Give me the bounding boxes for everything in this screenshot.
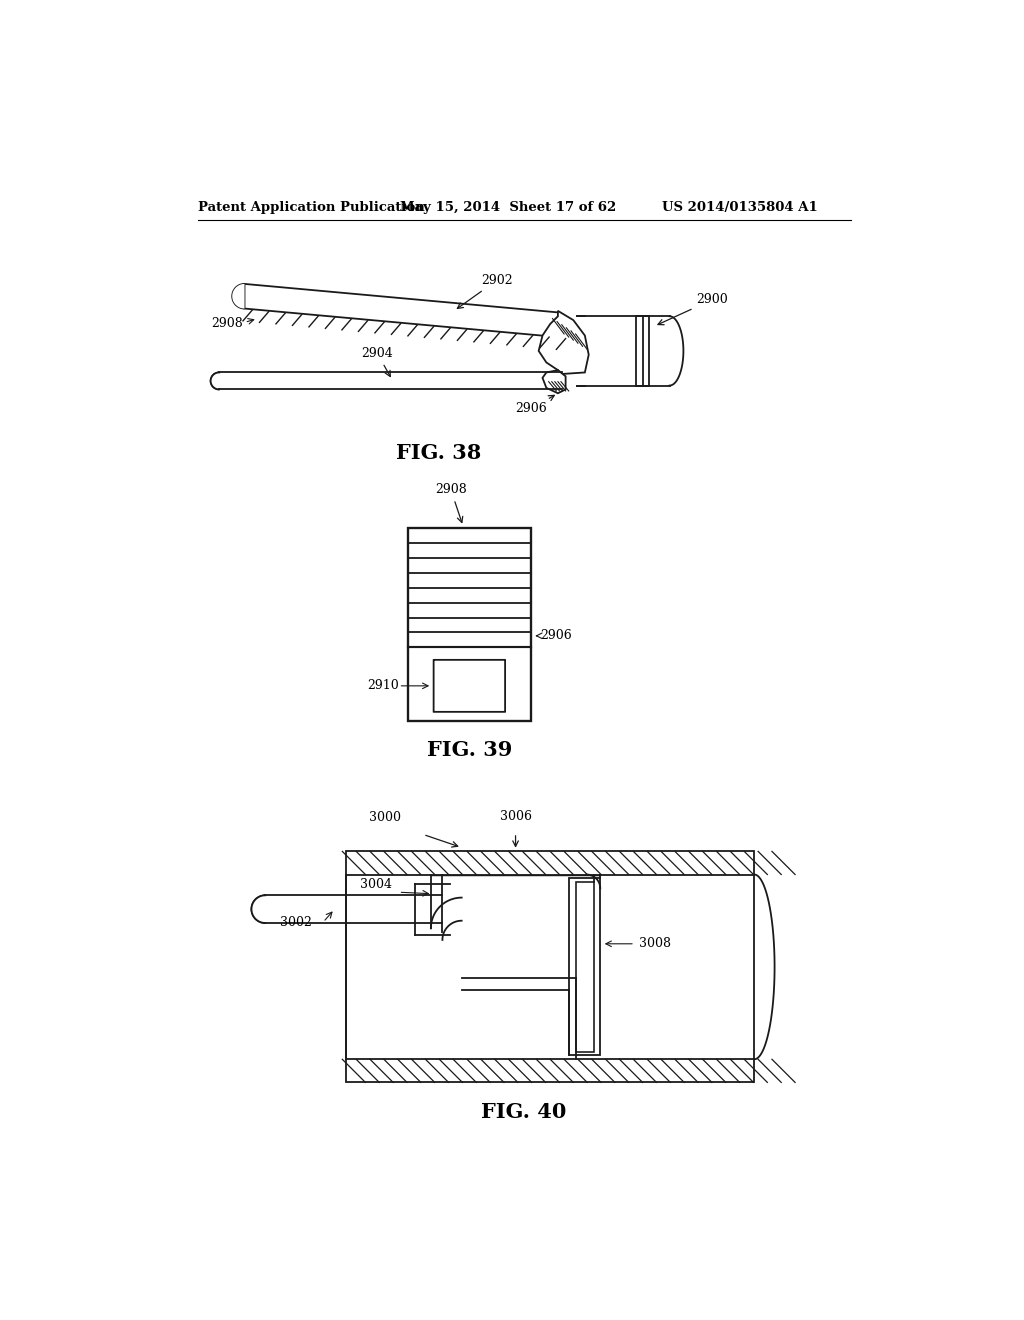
Text: 2906: 2906	[515, 396, 554, 416]
Text: 3000: 3000	[369, 812, 400, 825]
Text: 3006: 3006	[500, 810, 531, 822]
Text: FIG. 39: FIG. 39	[427, 739, 512, 760]
Bar	[346, 851, 755, 874]
Bar	[346, 1059, 755, 1082]
Text: FIG. 40: FIG. 40	[480, 1102, 566, 1122]
Text: 2908: 2908	[211, 317, 243, 330]
Text: Patent Application Publication: Patent Application Publication	[199, 201, 425, 214]
FancyBboxPatch shape	[433, 660, 505, 711]
Text: May 15, 2014  Sheet 17 of 62: May 15, 2014 Sheet 17 of 62	[400, 201, 616, 214]
Bar	[569, 878, 600, 1056]
Bar	[575, 882, 594, 1052]
Polygon shape	[539, 312, 589, 374]
Text: 3002: 3002	[280, 916, 311, 929]
Text: 2906: 2906	[541, 630, 572, 643]
Text: 2910: 2910	[367, 680, 398, 693]
Polygon shape	[245, 284, 558, 337]
Text: FIG. 38: FIG. 38	[396, 444, 481, 463]
Polygon shape	[232, 284, 245, 309]
Text: 3004: 3004	[360, 878, 392, 891]
Polygon shape	[252, 895, 265, 923]
Text: 2902: 2902	[458, 275, 513, 309]
Text: 3008: 3008	[639, 937, 671, 950]
Text: 2908: 2908	[435, 483, 467, 523]
Text: US 2014/0135804 A1: US 2014/0135804 A1	[662, 201, 817, 214]
Polygon shape	[211, 372, 219, 389]
Text: 2900: 2900	[658, 293, 728, 325]
Bar	[637, 317, 649, 385]
Text: 2904: 2904	[361, 347, 393, 376]
Polygon shape	[543, 370, 565, 393]
Bar	[408, 528, 531, 721]
